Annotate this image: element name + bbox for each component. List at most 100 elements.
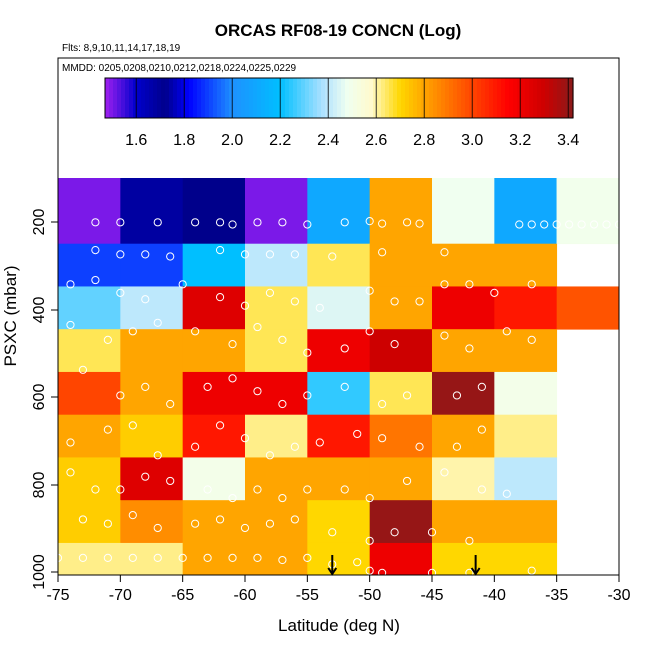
colorbar-segment xyxy=(181,78,186,118)
heatmap-cell xyxy=(182,500,246,544)
colorbar-segment xyxy=(429,78,434,118)
flight-point xyxy=(203,485,212,494)
flight-point xyxy=(465,568,474,577)
colorbar-segment xyxy=(169,78,174,118)
colorbar-segment xyxy=(453,78,458,118)
flight-point xyxy=(66,468,75,477)
heatmap-cell xyxy=(432,542,495,576)
colorbar-tick-label: 1.8 xyxy=(173,132,195,149)
heatmap-cell xyxy=(245,329,308,373)
colorbar-segment xyxy=(421,78,426,118)
colorbar-segment xyxy=(497,78,502,118)
heatmap-cell xyxy=(120,371,184,416)
colorbar-segment xyxy=(153,78,158,118)
flight-point xyxy=(527,566,536,575)
flight-point xyxy=(265,451,275,460)
heatmap-cell xyxy=(432,371,495,416)
colorbar-segment xyxy=(285,78,290,118)
flight-point xyxy=(465,344,474,353)
colorbar-segment xyxy=(145,78,150,118)
heatmap-cell xyxy=(307,414,371,458)
flight-point xyxy=(265,250,275,259)
colorbar-segment xyxy=(209,78,214,118)
x-tick-label: -65 xyxy=(171,587,194,604)
flight-point xyxy=(502,327,511,336)
colorbar-tick-label: 3.0 xyxy=(461,132,483,149)
flight-point xyxy=(141,472,150,481)
colorbar-segment xyxy=(229,78,234,118)
colorbar-segment xyxy=(541,78,546,118)
flight-point xyxy=(191,218,200,227)
flight-point xyxy=(215,246,225,255)
flight-point xyxy=(365,327,374,336)
flight-point xyxy=(303,391,312,400)
heatmap-cell xyxy=(58,243,121,287)
plot-frame xyxy=(57,57,620,576)
heatmap-cell xyxy=(494,457,558,501)
x-tick-label: -60 xyxy=(233,587,256,604)
flight-point xyxy=(153,318,162,327)
flight-point xyxy=(278,218,287,227)
colorbar-segment xyxy=(249,78,254,118)
colorbar-segment xyxy=(301,78,306,118)
flight-point xyxy=(415,297,424,306)
colorbar-segment xyxy=(161,78,166,118)
flight-point xyxy=(141,295,150,304)
colorbar-tick-label: 2.8 xyxy=(413,132,435,149)
colorbar-segment xyxy=(109,78,114,118)
flight-point xyxy=(66,438,75,447)
colorbar-segment xyxy=(237,78,242,118)
heatmap-cell xyxy=(432,457,495,501)
flight-point xyxy=(402,476,412,486)
colorbar-segment xyxy=(105,78,110,118)
heatmap-cell xyxy=(120,286,184,330)
flight-point xyxy=(191,519,200,528)
flight-point xyxy=(440,248,449,257)
heatmap-cell xyxy=(307,500,371,544)
heatmap-cells xyxy=(58,178,620,576)
colorbar-segment xyxy=(133,78,138,118)
colorbar-tick-label: 2.4 xyxy=(317,132,339,149)
flight-point xyxy=(166,476,175,486)
heatmap-cell xyxy=(307,457,371,501)
colorbar-segment xyxy=(289,78,294,118)
flight-point xyxy=(253,218,262,227)
heatmap-cell xyxy=(245,371,308,416)
flight-point xyxy=(116,218,125,227)
flight-point xyxy=(91,275,100,285)
heatmap-cell xyxy=(369,178,433,245)
heatmap-cell xyxy=(58,329,121,373)
flight-point xyxy=(502,489,511,498)
flight-point xyxy=(103,553,112,563)
flight-point xyxy=(589,220,599,229)
colorbar-segment xyxy=(305,78,310,118)
flight-point xyxy=(228,374,237,383)
colorbar-segment xyxy=(309,78,314,118)
colorbar: 1.6 1.8 2.0 2.2 2.4 2.6 2.8 3.0 3.2 3.4 xyxy=(104,77,579,149)
flight-point xyxy=(328,528,337,537)
colorbar-segment xyxy=(353,78,358,118)
colorbar-segment xyxy=(225,78,230,118)
heatmap-cell xyxy=(182,286,246,330)
colorbar-segment xyxy=(297,78,302,118)
colorbar-segment xyxy=(473,78,478,118)
heatmap-cell xyxy=(556,286,620,330)
flight-point xyxy=(477,425,486,434)
colorbar-segment xyxy=(393,78,398,118)
colorbar-segment xyxy=(121,78,126,118)
flight-point xyxy=(415,219,424,228)
x-tick-label: -45 xyxy=(420,587,443,604)
heatmap-cell xyxy=(120,542,184,576)
colorbar-segment xyxy=(293,78,298,118)
flight-point xyxy=(66,320,75,330)
colorbar-segment xyxy=(221,78,226,118)
flight-point xyxy=(240,301,250,310)
flight-point xyxy=(477,485,486,494)
colorbar-segment xyxy=(125,78,130,118)
flight-point xyxy=(353,558,362,567)
colorbar-segment xyxy=(197,78,202,118)
flight-point xyxy=(378,399,387,409)
heatmap-cell xyxy=(307,542,371,576)
x-tick-label: -35 xyxy=(545,587,568,604)
flight-point xyxy=(290,515,299,524)
